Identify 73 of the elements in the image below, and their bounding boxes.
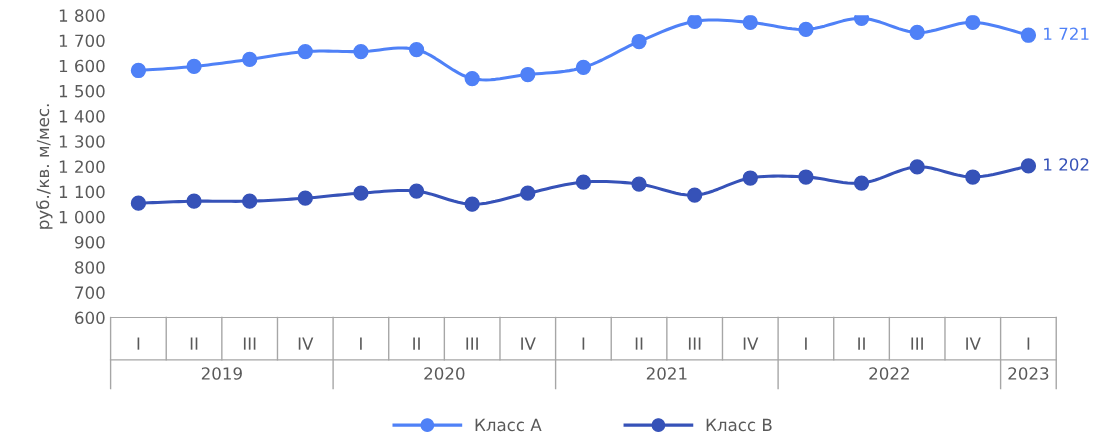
x-tick-label: II: [858, 337, 865, 350]
text: 2019: [201, 367, 242, 380]
point: [297, 190, 313, 206]
text: 2020: [424, 367, 465, 380]
point: [464, 70, 480, 87]
point: [1020, 158, 1037, 174]
point: [687, 187, 703, 203]
point: [130, 195, 147, 211]
y-tick-label: 1 700: [59, 34, 105, 48]
text: 2022: [869, 367, 909, 380]
y-tick-label: 1 500: [59, 84, 105, 98]
point: [687, 15, 703, 30]
point: [520, 185, 536, 201]
text: 2021: [646, 367, 687, 380]
x-tick-label: III: [243, 337, 256, 350]
point: [853, 175, 870, 191]
x-tick-label: I: [582, 337, 585, 350]
x-tick-label: II: [413, 337, 420, 350]
data-label: 1 721: [1044, 27, 1089, 40]
y-axis-title: руб./кв. м/мес.: [36, 104, 53, 229]
point: [631, 33, 647, 50]
x-tick-label: I: [360, 337, 362, 350]
point: [464, 196, 480, 212]
x-tick-label: IV: [521, 337, 536, 350]
legend-label: Класс А: [475, 418, 542, 432]
x-tick-label: I: [137, 337, 140, 350]
x-tick-label: I: [1027, 337, 1030, 350]
point: [965, 169, 981, 185]
x-tick-label: II: [635, 337, 643, 350]
y-tick-label: 1 800: [59, 9, 105, 22]
data-label: 1 202: [1044, 158, 1089, 171]
x-tick-label: II: [190, 337, 198, 350]
y-tick-label: 900: [74, 235, 105, 249]
point: [297, 43, 313, 60]
legend-label: Класс В: [706, 418, 772, 432]
y-tick-label: 1 100: [59, 185, 105, 199]
y-tick-label: 1 200: [59, 160, 105, 174]
point: [408, 183, 425, 199]
y-tick-label: 1 600: [59, 59, 105, 73]
point: [965, 15, 981, 31]
point: [798, 21, 814, 38]
x-tick-label: I: [805, 337, 807, 350]
point: [242, 51, 258, 68]
point: [353, 185, 369, 201]
point: [520, 66, 536, 83]
point: [909, 24, 925, 41]
point: [130, 62, 147, 79]
point: [186, 58, 202, 75]
y-tick-label: 600: [75, 311, 105, 325]
point: [575, 59, 592, 76]
y-tick-label: 1 400: [59, 110, 105, 123]
y-tick-label: 800: [75, 261, 105, 274]
point: [798, 169, 814, 185]
point: [353, 43, 369, 60]
point: [631, 176, 647, 192]
x-tick-label: IV: [298, 337, 314, 350]
x-tick-label: IV: [966, 337, 981, 350]
text: 2023: [1008, 367, 1049, 380]
point: [909, 159, 925, 175]
y-tick-label: 1 300: [59, 135, 105, 148]
x-tick-label: III: [911, 337, 923, 350]
point: [742, 170, 758, 186]
x-tick-label: III: [688, 337, 701, 350]
y-tick-label: 1 000: [59, 210, 105, 224]
point: [242, 193, 258, 209]
point: [742, 15, 758, 31]
point: [408, 41, 425, 58]
x-tick-label: IV: [743, 337, 759, 350]
point: [1020, 27, 1037, 43]
y-tick-label: 700: [75, 286, 105, 299]
point: [186, 193, 202, 209]
point: [575, 174, 592, 190]
x-tick-label: III: [466, 337, 478, 350]
